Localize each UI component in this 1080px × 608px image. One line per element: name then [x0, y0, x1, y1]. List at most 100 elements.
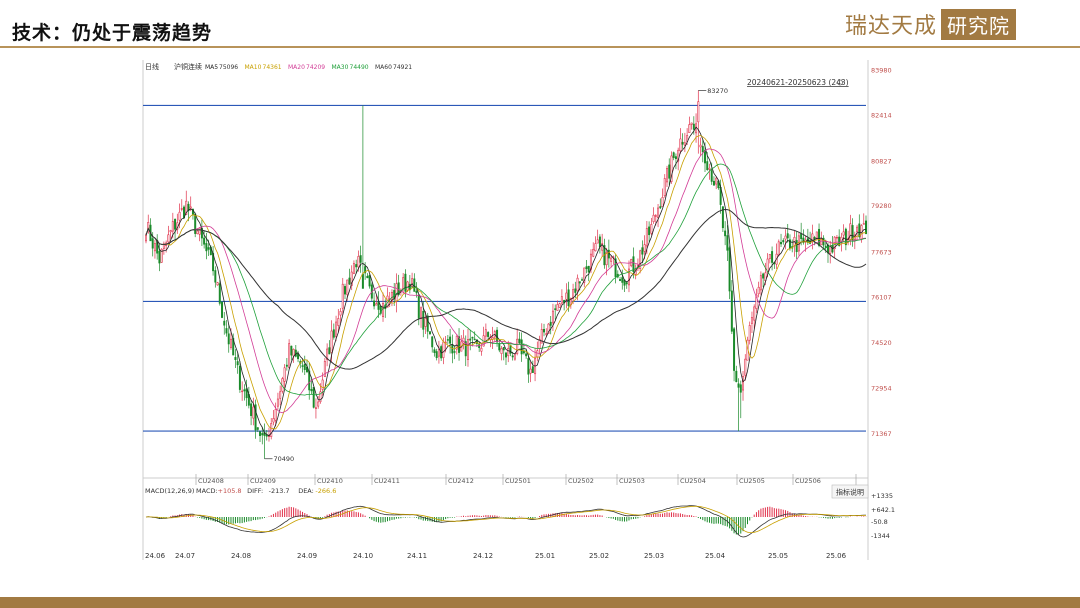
candle-body [167, 234, 170, 243]
candle-162 [507, 340, 510, 363]
candle-body [639, 250, 642, 269]
candle-body [236, 361, 239, 366]
candle-body [178, 211, 181, 221]
candle-body [556, 304, 559, 311]
candle-body [174, 219, 177, 230]
candle-230 [659, 198, 662, 210]
candle-body [366, 275, 369, 279]
candle-27 [205, 232, 208, 260]
candle-57 [272, 410, 275, 426]
candle-body [605, 252, 608, 266]
candle-body [411, 278, 414, 287]
candle-body [753, 306, 756, 321]
candle-body [449, 336, 452, 344]
candle-body [502, 347, 505, 351]
candle-body [147, 222, 150, 233]
macd-dea-line [145, 505, 866, 533]
candle-45 [245, 379, 248, 407]
candle-31 [214, 266, 217, 288]
candle-body [545, 333, 548, 335]
candle-54 [265, 430, 268, 441]
candle-body [346, 279, 349, 295]
candle-body [531, 366, 534, 373]
candle-body [301, 365, 304, 367]
contract-label-10: CU2506 [795, 477, 821, 485]
candle-30 [212, 246, 215, 276]
indicator-help-button[interactable] [831, 484, 869, 499]
candle-body [297, 353, 300, 360]
x-label-9: 25.03 [644, 552, 664, 560]
candle-body [598, 236, 601, 248]
candle-144 [466, 328, 469, 367]
candle-body [824, 245, 827, 248]
candle-body [455, 335, 458, 350]
candle-82 [328, 340, 331, 355]
candle-279 [768, 254, 771, 264]
candle-125 [424, 311, 427, 334]
candle-303 [822, 235, 825, 249]
candle-306 [829, 240, 832, 264]
candle-276 [762, 272, 765, 288]
macd-diff-line [145, 505, 867, 538]
candle-body [706, 161, 709, 170]
macd-legend: MACD: +105.8 DIFF: -213.7 DEA: -266.6 [196, 487, 336, 495]
candle-body [227, 333, 230, 345]
candle-93 [352, 260, 355, 275]
candle-body [458, 336, 461, 353]
candle-115 [402, 272, 405, 294]
candle-32 [216, 281, 219, 286]
candle-body [661, 197, 664, 208]
candle-body [189, 206, 192, 209]
ma-legend-name-4: MA60 [375, 64, 392, 71]
candle-112 [395, 273, 398, 313]
candle-34 [221, 300, 224, 319]
candle-183 [554, 304, 557, 320]
ma-legend-value-0: 75096 [219, 64, 238, 71]
x-axis-labels: 24.06 24.07 24.08 24.09 24.10 24.11 24.12 25.01… [145, 552, 847, 560]
ma-legend-name-0: MA5 [205, 64, 218, 71]
candle-130 [435, 348, 438, 361]
candle-body [344, 286, 346, 295]
candle-body [402, 277, 405, 289]
candle-body [838, 236, 841, 246]
ma-legend: MA5 75096 MA10 74361 MA20 74209 MA30 74490 MA60 7… [205, 64, 412, 71]
contract-label-2: CU2410 [317, 477, 343, 485]
candle-140 [458, 328, 461, 361]
candle-body [802, 237, 805, 243]
y-tick-6: 74520 [871, 339, 892, 347]
candle-264 [735, 365, 738, 383]
candle-body [558, 303, 561, 308]
contract-label-4: CU2412 [448, 477, 474, 485]
candle-body [373, 300, 376, 307]
candle-316 [851, 218, 854, 247]
candle-body [565, 292, 568, 300]
candle-43 [241, 381, 244, 401]
candle-290 [793, 231, 796, 257]
candle-309 [835, 235, 838, 245]
candle-body [621, 277, 624, 283]
candle-284 [780, 233, 783, 248]
ma-legend-value-3: 74490 [350, 64, 369, 71]
y-tick-1: 82414 [871, 112, 892, 120]
candle-171 [527, 353, 530, 383]
y-tick-0: 83980 [871, 67, 892, 75]
candle-22 [194, 212, 197, 238]
candle-2 [149, 218, 152, 242]
candle-215 [625, 281, 628, 289]
candle-6 [158, 243, 161, 272]
candle-body [567, 289, 570, 306]
candle-48 [252, 397, 255, 426]
candle-221 [639, 249, 642, 274]
candle-187 [563, 299, 566, 311]
x-label-8: 25.02 [589, 552, 609, 560]
candle-body [835, 236, 838, 239]
candle-body [659, 206, 662, 209]
candle-123 [420, 306, 423, 328]
candle-body [487, 332, 490, 337]
range-refresh-icon[interactable] [837, 79, 843, 86]
candle-201 [594, 236, 597, 252]
candle-96 [359, 245, 362, 273]
price-annotations: 83270 70490 [264, 87, 728, 463]
candle-body [480, 347, 483, 352]
candle-100 [368, 274, 371, 289]
